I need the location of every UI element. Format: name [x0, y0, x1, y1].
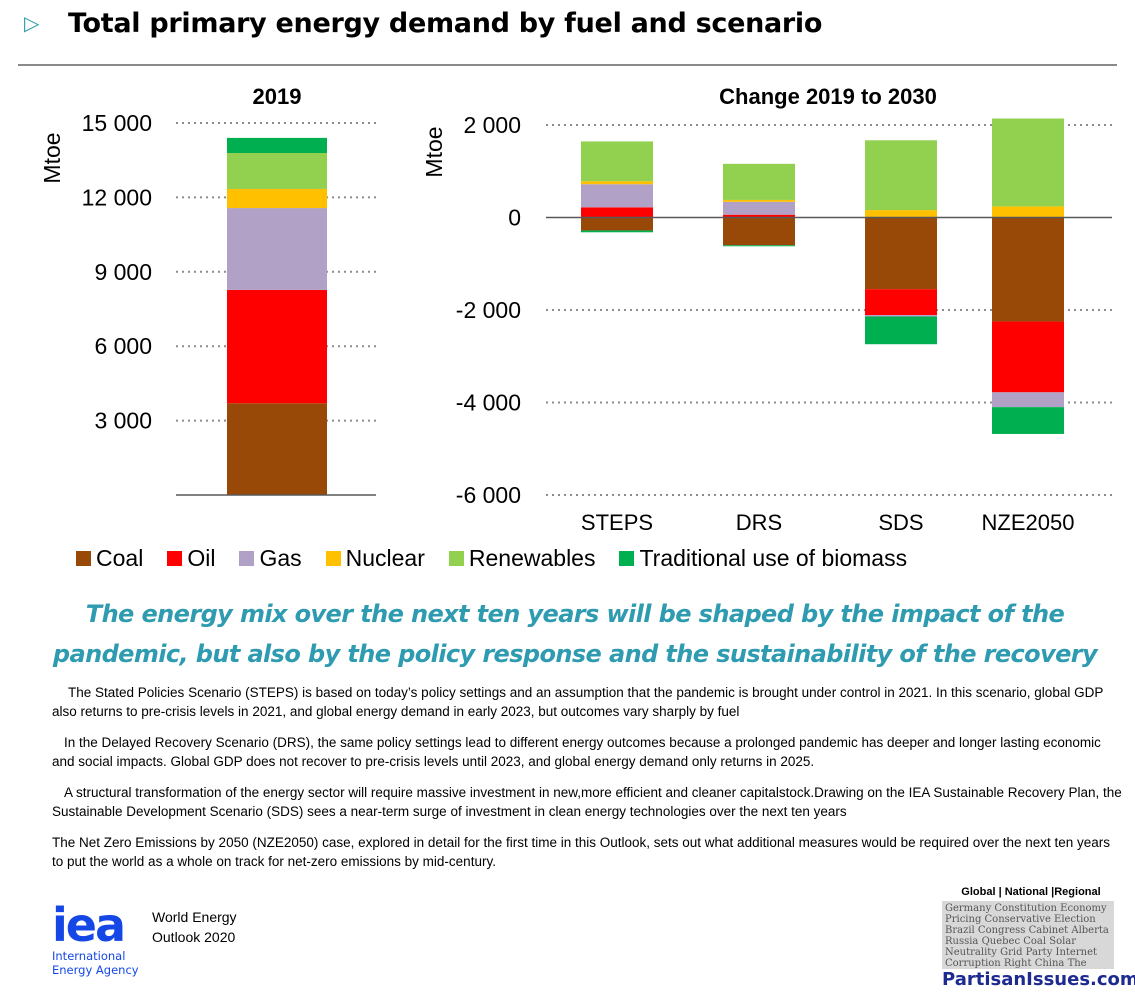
bar-segment-steps-nuclear: [581, 181, 653, 185]
legend-swatch: [619, 551, 635, 566]
chart-title: Change 2019 to 2030: [719, 84, 937, 109]
chart-change-2019-2030: Change 2019 to 2030 Mtoe -6 000 -4 000 -2 00…: [421, 84, 1112, 535]
legend-label: Gas: [259, 545, 302, 571]
y-tick-label: 12 000: [82, 184, 152, 210]
legend-swatch: [167, 551, 183, 566]
bar-segment-steps-oil: [581, 207, 653, 218]
bar-segment-sds-nuclear: [865, 210, 937, 218]
bar-segment-drs-coal: [723, 217, 795, 246]
bar-segment-sds-coal: [865, 217, 937, 290]
watermark: Global | National |Regional Germany Cons…: [942, 886, 1135, 990]
bar-segment-steps-gas: [581, 184, 653, 208]
bar-segment-nze2050-coal: [992, 217, 1064, 322]
iea-name-line1: International: [52, 949, 126, 963]
iea-wordmark: iea: [52, 898, 126, 952]
paragraph-drs: In the Delayed Recovery Scenario (DRS), …: [52, 735, 1101, 769]
legend-swatch: [239, 551, 255, 566]
y-axis-label: Mtoe: [39, 132, 65, 183]
legend-label: Traditional use of biomass: [639, 545, 908, 571]
chart-2019: 2019 Mtoe 3 000 6 000 9 000 12 000 15 000: [39, 84, 376, 496]
legend-label: Renewables: [468, 545, 596, 571]
bar-segment-sds-traditional-use-of-biomass: [865, 316, 937, 345]
title-divider: [18, 64, 1117, 66]
bar-segment-drs-traditional-use-of-biomass: [723, 245, 795, 247]
bar-segment-drs-nuclear: [723, 199, 795, 202]
bar-segment-sds-renewables: [865, 140, 937, 211]
legend-item-traditional-use-of-biomass: Traditional use of biomass: [619, 545, 907, 572]
legend-swatch: [448, 551, 464, 566]
publication-line2: Outlook 2020: [152, 929, 236, 945]
bar-segment-steps-traditional-use-of-biomass: [581, 230, 653, 233]
bar-segment-nze2050-gas: [992, 392, 1064, 408]
y-tick-label: -6 000: [456, 482, 521, 508]
bar-segment-drs-gas: [723, 201, 795, 215]
legend-label: Nuclear: [345, 545, 425, 571]
y-axis-label: Mtoe: [421, 126, 447, 177]
charts-area: 2019 Mtoe 3 000 6 000 9 000 12 000 15 000 Chan…: [39, 84, 1112, 535]
y-tick-label: -4 000: [456, 390, 521, 416]
legend-swatch: [76, 551, 91, 566]
bar-segment-2019-oil: [227, 289, 327, 404]
y-tick-label: 9 000: [94, 259, 152, 285]
bar-segment-drs-oil: [723, 214, 795, 218]
bar-segment-sds-gas: [865, 315, 937, 317]
legend-label: Oil: [187, 545, 216, 571]
iea-logo: iea International Energy Agency: [52, 898, 139, 977]
bar-segment-nze2050-traditional-use-of-biomass: [992, 407, 1064, 434]
bar-segment-drs-renewables: [723, 163, 795, 200]
bar-segment-nze2050-nuclear: [992, 206, 1064, 218]
chart-title: 2019: [253, 84, 302, 109]
legend-item-coal: Coal: [76, 545, 143, 572]
bar-segment-2019-coal: [227, 403, 327, 495]
iea-name-line2: Energy Agency: [52, 963, 139, 977]
bar-segment-steps-renewables: [581, 141, 653, 182]
y-tick-label: 3 000: [94, 408, 152, 434]
legend-item-oil: Oil: [167, 545, 215, 572]
x-category-label: SDS: [878, 510, 923, 535]
legend-item-nuclear: Nuclear: [325, 545, 425, 572]
triangle-right-icon: ▷: [24, 13, 40, 35]
legend-label: Coal: [96, 545, 144, 571]
y-tick-label: 0: [508, 205, 521, 231]
key-message: The energy mix over the next ten years w…: [52, 600, 1098, 668]
legend-swatch: [325, 551, 341, 566]
bar-segment-2019-gas: [227, 208, 327, 290]
y-tick-label: 15 000: [82, 110, 152, 136]
watermark-url[interactable]: PartisanIssues.com: [942, 969, 1135, 990]
word-cloud-image: Germany Constitution Economy Pricing Con…: [942, 901, 1114, 969]
paragraph-steps: The Stated Policies Scenario (STEPS) is …: [52, 685, 1104, 719]
bar-segment-sds-oil: [865, 289, 937, 316]
y-tick-label: -2 000: [456, 297, 521, 323]
header: ▷ Total primary energy demand by fuel an…: [24, 8, 822, 39]
bar-segment-2019-renewables: [227, 153, 327, 189]
bar-segment-steps-coal: [581, 217, 653, 231]
publication-line1: World Energy: [152, 909, 237, 925]
page-title: Total primary energy demand by fuel and …: [68, 8, 823, 39]
y-tick-label: 2 000: [463, 112, 521, 138]
x-category-label: STEPS: [581, 510, 653, 535]
bar-segment-2019-traditional-use-of-biomass: [227, 137, 327, 154]
paragraph-sds: A structural transformation of the energ…: [52, 785, 1122, 819]
x-category-label: DRS: [736, 510, 782, 535]
legend-item-gas: Gas: [239, 545, 302, 572]
iea-name: International Energy Agency: [52, 949, 139, 977]
bar-segment-nze2050-oil: [992, 321, 1064, 393]
watermark-heading: Global | National |Regional: [961, 886, 1101, 898]
bar-segment-nze2050-renewables: [992, 118, 1064, 207]
y-tick-label: 6 000: [94, 333, 152, 359]
chart-legend: Coal Oil Gas Nuclear Renewables Traditional u…: [76, 545, 931, 572]
x-category-label: NZE2050: [982, 510, 1075, 535]
bar-segment-2019-nuclear: [227, 188, 327, 209]
scenario-descriptions: The Stated Policies Scenario (STEPS) is …: [52, 683, 1122, 883]
legend-item-renewables: Renewables: [448, 545, 596, 572]
publication-name: World Energy Outlook 2020: [152, 907, 237, 947]
paragraph-nze2050: The Net Zero Emissions by 2050 (NZE2050)…: [52, 835, 1111, 869]
